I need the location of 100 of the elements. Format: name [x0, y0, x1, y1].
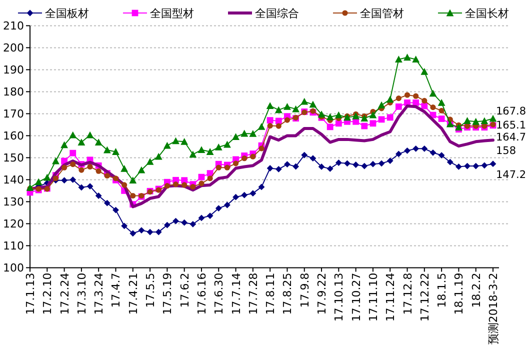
point: [70, 176, 76, 183]
x-tick-label: 17.10.13: [332, 272, 346, 322]
point: [164, 183, 170, 189]
y-tick-label: 150: [3, 152, 24, 165]
data-label: 167.8: [496, 106, 526, 118]
point: [121, 222, 128, 230]
x-tick-label: 17.9.22: [316, 272, 329, 315]
point: [326, 113, 334, 120]
x-tick-label: 17.6.30: [212, 272, 226, 315]
point: [250, 154, 256, 160]
point: [274, 106, 282, 114]
point: [258, 184, 265, 190]
point: [267, 123, 273, 129]
y-tick-label: 210: [3, 20, 24, 33]
x-tick-label: 预测2018-3-2: [487, 272, 500, 345]
point: [344, 160, 350, 167]
point: [378, 160, 385, 167]
point: [276, 123, 282, 129]
point: [190, 184, 196, 190]
point: [146, 228, 154, 236]
point: [198, 146, 206, 153]
point: [438, 116, 445, 122]
point: [52, 157, 60, 164]
point: [207, 176, 213, 182]
point: [232, 194, 239, 200]
point: [189, 150, 197, 158]
legend-label: 全国型材: [150, 7, 194, 20]
point: [413, 93, 419, 99]
point: [266, 117, 274, 124]
point: [224, 140, 231, 148]
point: [378, 101, 386, 108]
point: [78, 138, 86, 146]
y-tick-label: 190: [3, 64, 24, 77]
point: [250, 190, 256, 197]
x-tick-label: 17.7.28: [246, 272, 260, 315]
point: [258, 146, 264, 152]
y-tick-label: 120: [3, 218, 24, 231]
point: [412, 145, 420, 152]
point: [421, 145, 428, 152]
point: [104, 172, 110, 179]
point: [404, 147, 410, 154]
point: [334, 111, 342, 118]
point: [34, 178, 42, 186]
point: [395, 150, 402, 158]
point: [86, 131, 94, 138]
x-tick-label: 17.8.11: [264, 272, 278, 315]
point: [472, 118, 480, 125]
point: [52, 176, 59, 182]
point: [352, 162, 360, 168]
point: [464, 162, 470, 170]
legend-label: 全国长材: [465, 7, 509, 20]
point: [396, 96, 402, 102]
point: [292, 105, 300, 112]
point: [180, 138, 188, 145]
point: [378, 116, 385, 123]
x-tick-label: 17.4.21: [126, 272, 140, 315]
data-label: 165.1: [496, 119, 526, 132]
point: [404, 54, 411, 61]
point: [87, 164, 93, 170]
x-tick-label: 17.12.22: [418, 272, 432, 322]
point: [438, 99, 446, 106]
point: [352, 112, 360, 120]
point: [395, 103, 402, 110]
point: [490, 160, 496, 168]
point: [446, 158, 454, 166]
point: [172, 182, 179, 188]
point: [104, 200, 110, 206]
point: [335, 160, 342, 166]
legend-label: 全国板材: [45, 7, 89, 20]
point: [182, 182, 188, 188]
point: [430, 104, 436, 110]
point: [70, 150, 76, 156]
point: [86, 183, 94, 190]
point: [78, 167, 84, 173]
point: [412, 56, 420, 63]
point: [394, 56, 402, 63]
x-tick-label: 17.8.25: [281, 272, 294, 315]
point: [284, 117, 290, 123]
x-tick-label: 17.5.5: [144, 272, 158, 308]
data-label: 158: [496, 145, 516, 158]
point: [480, 117, 488, 124]
point: [481, 162, 488, 169]
point: [386, 114, 394, 121]
point: [326, 124, 334, 130]
y-tick-label: 140: [3, 174, 24, 187]
point: [138, 166, 146, 174]
point: [370, 120, 376, 127]
x-tick-label: 17.10.27: [350, 272, 363, 322]
point: [130, 192, 136, 199]
point: [284, 161, 290, 168]
point: [240, 130, 248, 137]
point: [361, 122, 368, 130]
x-tick-label: 18.1.5: [436, 272, 449, 308]
point: [242, 156, 248, 162]
point: [146, 158, 154, 165]
x-tick-label: 17.6.2: [178, 272, 192, 308]
y-tick-label: 160: [3, 130, 24, 143]
point: [455, 124, 462, 131]
point: [60, 141, 68, 148]
point: [464, 117, 471, 124]
